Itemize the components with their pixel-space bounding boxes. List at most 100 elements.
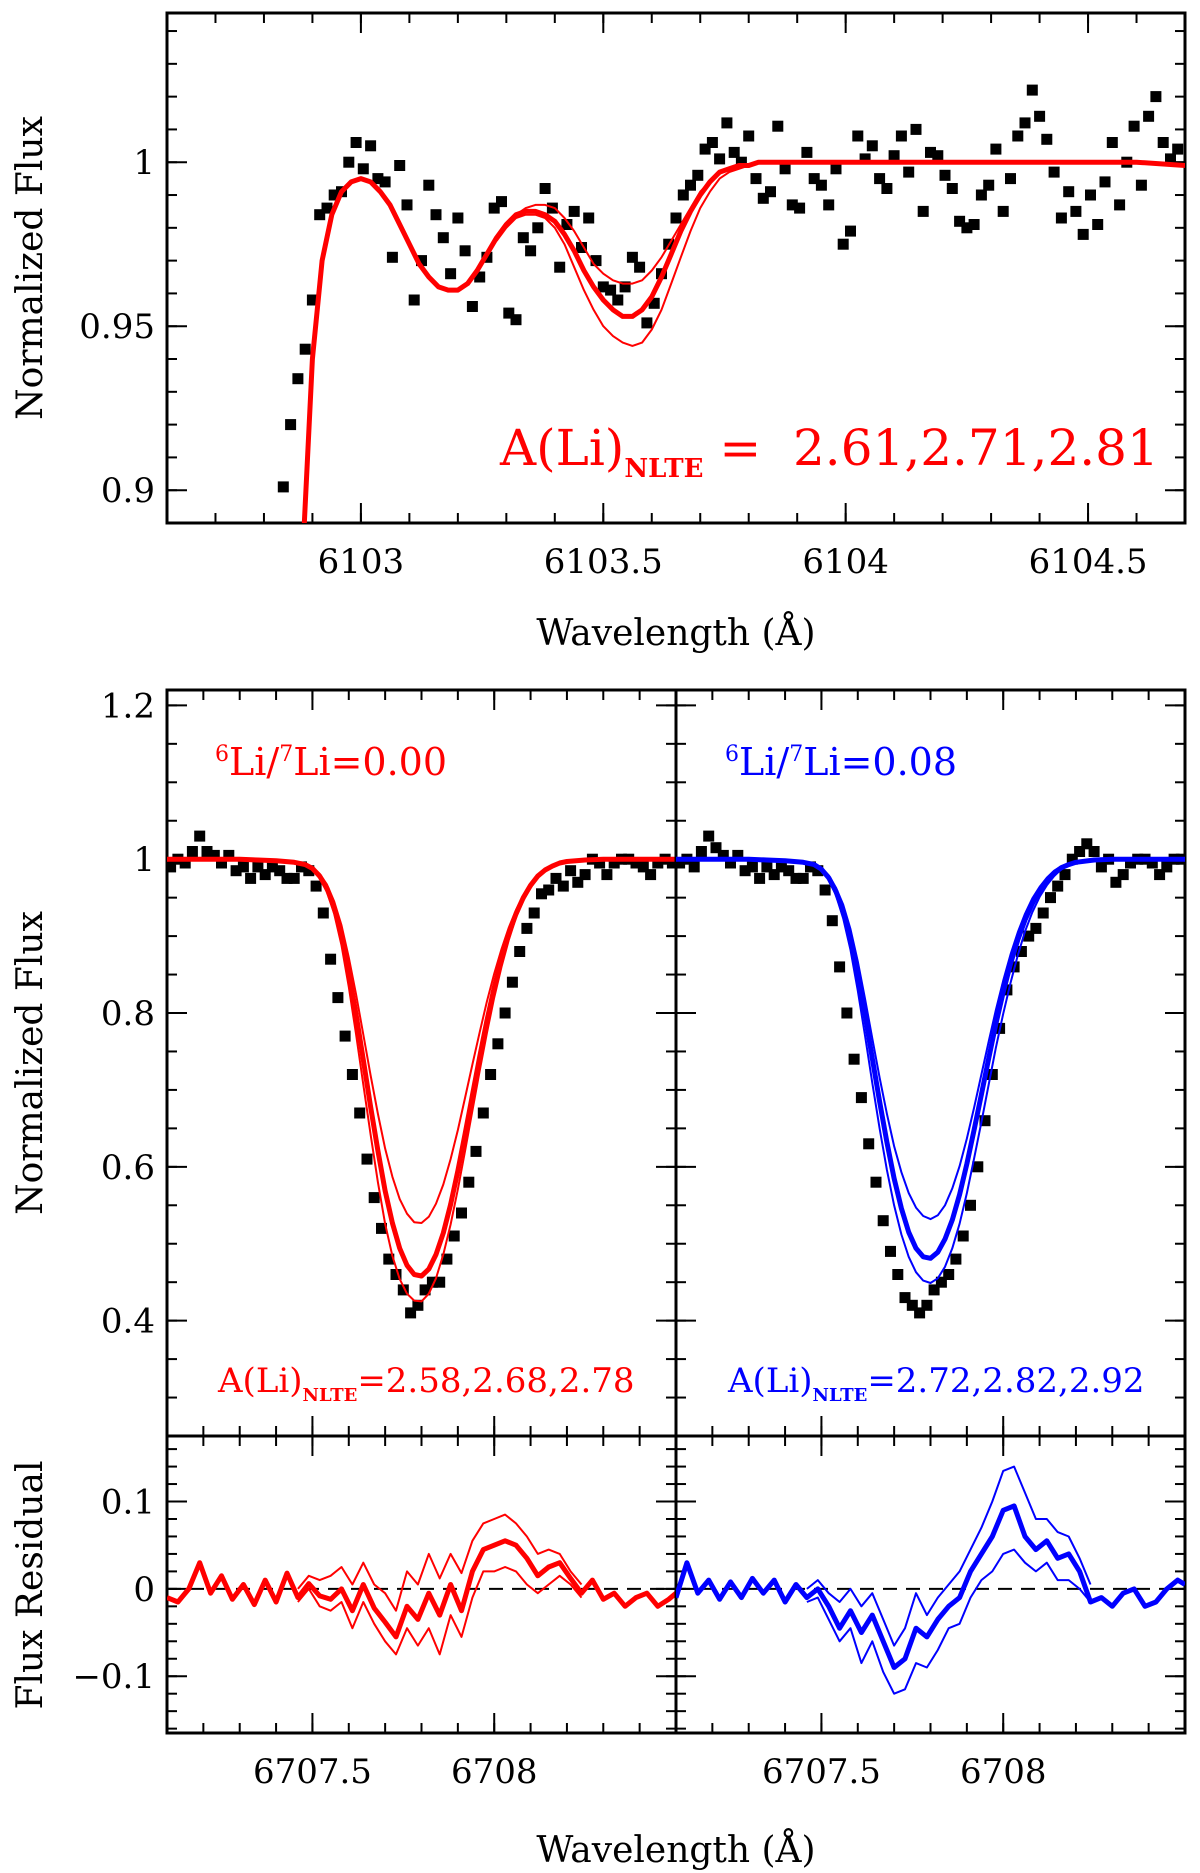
left-observed-point-31: [390, 1269, 402, 1280]
left-observed-point-20: [310, 880, 322, 892]
top-observed-point-109: [1070, 205, 1082, 217]
top-observed-point-117: [1128, 120, 1140, 132]
left-observed-point-29: [376, 1222, 387, 1234]
right-observed-point-16: [790, 872, 802, 884]
left-observed-point-7: [216, 857, 227, 869]
top-observed-point-13: [372, 173, 384, 185]
right-observed-point-39: [957, 1230, 969, 1242]
top-observed-point-83: [881, 183, 893, 194]
right-observed-point-26: [863, 1138, 875, 1150]
top-observed-point-12: [365, 140, 377, 152]
top-xtick-label-3: 6104.5: [1029, 542, 1148, 582]
right-observed-point-8: [732, 849, 744, 861]
spectrum-ylabel: Normalized Flux: [10, 911, 51, 1215]
top-observed-point-72: [801, 146, 813, 158]
top-observed-point-33: [517, 232, 529, 244]
right-observed-point-67: [1161, 861, 1173, 873]
top-model-line-1: [495, 161, 759, 285]
top-observed-point-104: [1034, 110, 1046, 122]
right-model-line-0: [676, 856, 1185, 1261]
top-observed-point-20: [423, 179, 435, 191]
left-observed-point-60: [601, 869, 613, 881]
top-observed-point-68: [772, 120, 784, 132]
lres-residual-line-2: [297, 1566, 583, 1656]
top-observed-point-90: [932, 150, 944, 162]
left-observed-point-30: [383, 1253, 395, 1265]
right-observed-point-2: [688, 861, 700, 873]
left-observed-point-69: [666, 857, 676, 869]
top-observed-point-47: [619, 281, 631, 293]
left-abund-sub: NLTE: [303, 1385, 358, 1406]
left-observed-point-17: [288, 872, 300, 884]
top-panel: 6103 6103.5 6104 6104.5 0.9 0.95 1: [79, 11, 1187, 582]
left-observed-point-46: [499, 1007, 511, 1019]
top-xtick-label-2: 6104: [802, 542, 889, 582]
left-model-line-0: [167, 856, 676, 1279]
right-observed-point-40: [965, 1199, 976, 1211]
right-observed-point-60: [1110, 876, 1122, 888]
right-observed-point-9: [739, 865, 751, 877]
top-observed-point-34: [525, 245, 537, 257]
right-abund-sub: NLTE: [813, 1385, 868, 1406]
left-observed-point-32: [397, 1284, 409, 1296]
top-observed-point-10: [350, 137, 362, 148]
top-observed-point-44: [597, 281, 609, 293]
right-observed-point-54: [1066, 853, 1078, 865]
right-ratio-label: 6Li/7Li=0.08: [725, 740, 957, 784]
top-observed-point-96: [975, 189, 987, 201]
left-observed-point-56: [572, 876, 584, 888]
left-observed-point-39: [448, 1230, 460, 1242]
top-observed-point-36: [539, 183, 551, 194]
right-observed-point-48: [1023, 930, 1035, 942]
top-observed-point-105: [1041, 133, 1053, 145]
top-observed-point-7: [328, 189, 340, 201]
left-ratio-sup6: 6: [215, 742, 229, 767]
top-observed-point-31: [503, 307, 515, 319]
left-ytick-label-3: 1: [133, 840, 155, 880]
left-observed-point-61: [608, 857, 620, 869]
left-observed-point-65: [637, 861, 649, 873]
right-observed-point-30: [892, 1269, 904, 1280]
top-observed-point-49: [634, 261, 646, 273]
top-observed-point-100: [1005, 173, 1016, 185]
right-observed-point-49: [1030, 922, 1042, 934]
lres-ytick-label-1: 0: [133, 1570, 155, 1610]
left-ytick-label-0: 0.4: [101, 1302, 155, 1342]
top-observed-point-21: [430, 209, 442, 221]
top-observed-point-38: [554, 261, 566, 273]
right-observed-point-47: [1015, 946, 1027, 957]
right-observed-point-21: [826, 915, 838, 927]
left-observed-point-22: [325, 953, 337, 965]
lres-residual-line-0: [167, 1538, 676, 1640]
right-observed-point-28: [877, 1215, 889, 1227]
top-observed-point-35: [532, 222, 544, 234]
right-observed-point-45: [1001, 984, 1013, 996]
top-observed-point-65: [750, 173, 762, 185]
right-observed-point-65: [1146, 857, 1158, 869]
top-observed-point-59: [706, 137, 718, 148]
left-ytick-label-4: 1.2: [101, 686, 155, 726]
left-observed-point-40: [456, 1207, 467, 1219]
right-observed-point-38: [950, 1253, 962, 1265]
right-observed-point-15: [783, 865, 795, 877]
top-observed-point-103: [1026, 84, 1038, 96]
top-observed-point-106: [1048, 166, 1060, 178]
right-observed-point-29: [885, 1245, 896, 1257]
top-observed-point-23: [445, 268, 457, 280]
top-ylabel: Normalized Flux: [10, 116, 51, 420]
top-observed-point-112: [1092, 219, 1104, 230]
top-observed-point-73: [808, 173, 820, 185]
top-observed-point-46: [612, 294, 624, 306]
top-xtick-label-1: 6103.5: [544, 542, 663, 582]
right-observed-point-0: [676, 857, 686, 869]
right-model-line-2: [820, 861, 1077, 1284]
top-observed-point-101: [1012, 130, 1024, 142]
top-observed-point-78: [845, 225, 856, 237]
top-observed-point-15: [386, 251, 398, 263]
top-observed-point-123: [1172, 143, 1184, 155]
left-ratio-sup7: 7: [279, 742, 293, 767]
right-observed-point-50: [1037, 907, 1049, 919]
top-observed-point-32: [510, 314, 522, 326]
left-observed-point-38: [441, 1253, 453, 1265]
left-observed-point-13: [259, 869, 271, 881]
